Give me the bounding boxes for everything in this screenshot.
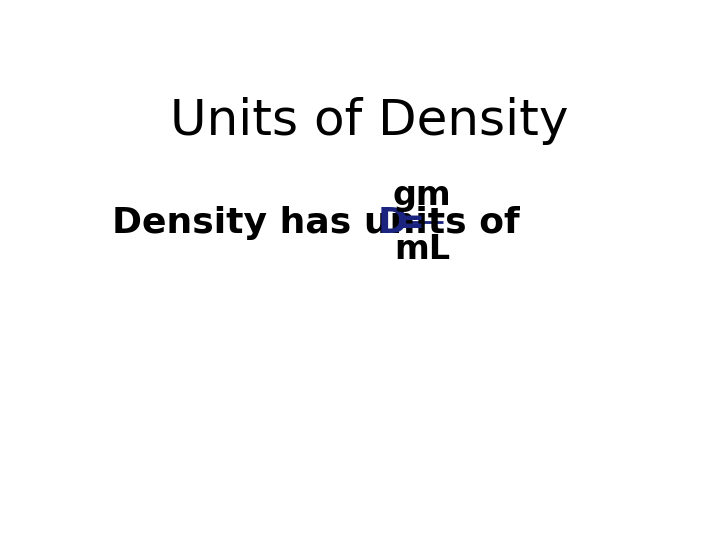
Text: Density has units of: Density has units of	[112, 206, 520, 240]
Text: Units of Density: Units of Density	[170, 97, 568, 145]
Text: D: D	[378, 206, 408, 240]
Text: =: =	[394, 206, 425, 240]
Text: mL: mL	[394, 233, 450, 266]
Text: gm: gm	[392, 179, 451, 212]
